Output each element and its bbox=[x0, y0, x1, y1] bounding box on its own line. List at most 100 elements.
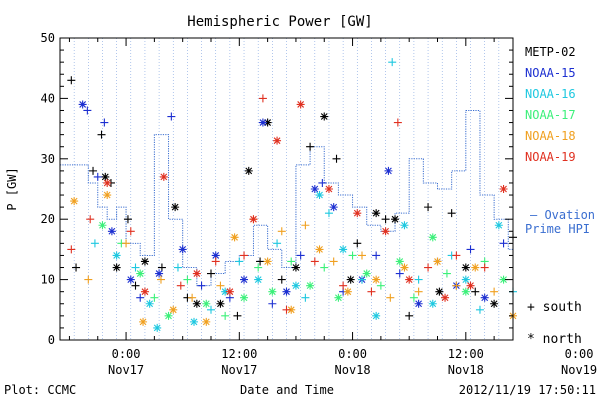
point-north bbox=[362, 269, 371, 278]
x-tick-time: 12:00 bbox=[448, 347, 484, 361]
point-north bbox=[414, 299, 423, 308]
point-north bbox=[329, 203, 338, 212]
point-north bbox=[391, 215, 400, 224]
y-tick-label: 40 bbox=[41, 91, 55, 105]
plot-credit: Plot: CCMC bbox=[4, 383, 76, 397]
point-north bbox=[324, 185, 333, 193]
point-south bbox=[176, 281, 185, 290]
point-south bbox=[84, 275, 93, 284]
point-south bbox=[273, 239, 282, 248]
point-north bbox=[103, 191, 112, 200]
y-tick-label: 0 bbox=[48, 333, 55, 347]
point-north bbox=[353, 209, 362, 218]
point-north bbox=[291, 281, 300, 290]
legend-entry: NOAA-15 bbox=[525, 66, 576, 80]
point-north bbox=[372, 209, 381, 218]
point-south bbox=[358, 251, 366, 260]
point-north bbox=[126, 275, 135, 284]
point-south bbox=[320, 263, 329, 272]
point-south bbox=[452, 281, 461, 290]
point-south bbox=[499, 239, 508, 248]
point-south bbox=[188, 293, 197, 302]
point-north bbox=[171, 203, 180, 212]
point-north bbox=[263, 257, 272, 266]
ovation-label-line2: Prime HPI bbox=[525, 222, 590, 236]
point-north bbox=[428, 299, 437, 308]
point-north bbox=[211, 251, 220, 260]
point-north bbox=[372, 311, 381, 320]
point-north bbox=[192, 269, 201, 278]
x-tick-date: Nov18 bbox=[335, 363, 371, 377]
point-north bbox=[112, 251, 121, 260]
point-north bbox=[461, 263, 470, 272]
point-north bbox=[263, 118, 272, 127]
series-legend: METP-02 NOAA-15 NOAA-16 NOAA-17 NOAA-18 NOAA-… bbox=[525, 45, 576, 164]
point-north bbox=[78, 100, 87, 109]
y-tick-label: 50 bbox=[41, 31, 55, 45]
x-axis: 0:00 Nov17 12:00 Nov17 0:00 Nov18 12:00 Nov18 0:… bbox=[68, 38, 597, 377]
legend-entry: NOAA-18 bbox=[525, 129, 576, 143]
point-north bbox=[381, 227, 390, 236]
point-south bbox=[324, 209, 333, 218]
point-north bbox=[254, 275, 263, 284]
legend-entry: NOAA-16 bbox=[525, 87, 576, 101]
y-tick-label: 10 bbox=[41, 273, 55, 287]
point-south bbox=[376, 281, 385, 290]
point-south bbox=[367, 287, 376, 296]
point-north bbox=[244, 166, 253, 175]
point-south bbox=[277, 275, 286, 284]
point-north bbox=[225, 287, 234, 296]
point-north bbox=[273, 136, 282, 145]
chart-title: Hemispheric Power [GW] bbox=[187, 14, 372, 30]
x-tick-time: 0:00 bbox=[565, 347, 594, 361]
point-south bbox=[211, 257, 220, 266]
point-north bbox=[291, 263, 300, 272]
point-north bbox=[240, 275, 249, 284]
point-south bbox=[296, 251, 305, 260]
point-south bbox=[131, 281, 140, 290]
point-north bbox=[249, 215, 258, 224]
point-south bbox=[235, 257, 244, 266]
point-north bbox=[107, 227, 116, 236]
point-north bbox=[428, 233, 437, 242]
point-north bbox=[494, 221, 503, 230]
legend-entry: METP-02 bbox=[525, 45, 576, 59]
plot-frame bbox=[59, 37, 514, 341]
point-south bbox=[197, 281, 206, 290]
point-south bbox=[240, 251, 249, 260]
point-north bbox=[112, 263, 121, 272]
point-south bbox=[83, 106, 92, 115]
marker-legend-entry: * north bbox=[527, 332, 582, 347]
point-south bbox=[475, 305, 484, 314]
plot-timestamp: 2012/11/19 17:50:11 bbox=[459, 383, 596, 397]
point-north bbox=[320, 112, 329, 121]
point-south bbox=[372, 251, 381, 260]
point-north bbox=[140, 287, 149, 296]
point-south bbox=[97, 130, 106, 139]
point-south bbox=[381, 215, 390, 224]
point-south bbox=[287, 257, 296, 266]
point-south bbox=[301, 221, 310, 230]
point-south bbox=[405, 311, 414, 320]
point-south bbox=[424, 203, 433, 212]
point-south bbox=[395, 269, 404, 278]
point-south bbox=[268, 299, 277, 308]
point-north bbox=[169, 305, 178, 314]
point-south bbox=[471, 287, 480, 296]
point-south bbox=[167, 112, 176, 121]
point-south bbox=[258, 94, 267, 103]
point-north bbox=[202, 317, 211, 326]
point-north bbox=[490, 299, 499, 308]
point-north bbox=[140, 257, 149, 266]
point-south bbox=[123, 215, 132, 224]
point-north bbox=[268, 287, 277, 296]
point-north bbox=[315, 191, 324, 200]
point-south bbox=[90, 239, 99, 248]
point-north bbox=[178, 245, 187, 254]
point-north bbox=[466, 281, 475, 290]
point-south bbox=[318, 178, 327, 187]
point-south bbox=[490, 287, 499, 296]
point-south bbox=[301, 293, 310, 302]
point-north bbox=[346, 275, 355, 284]
